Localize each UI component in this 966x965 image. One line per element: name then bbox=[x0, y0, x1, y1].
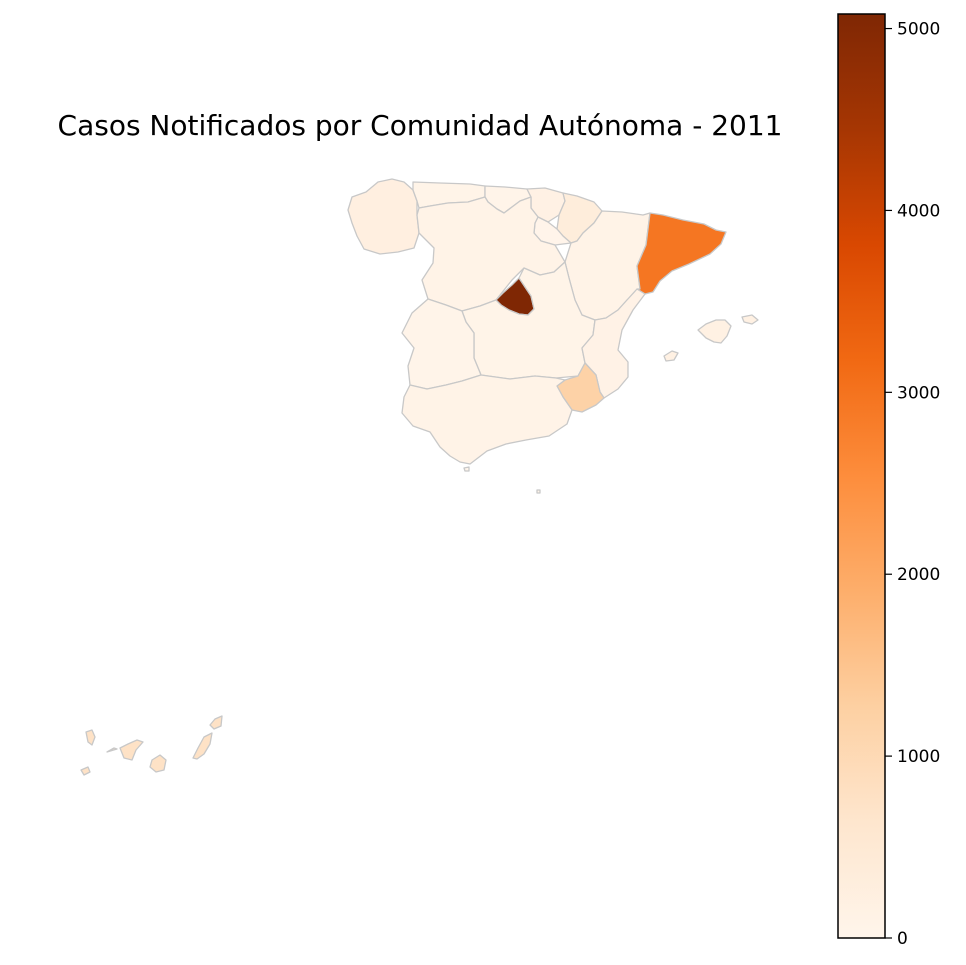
region-comunidad-valenciana[interactable] bbox=[581, 288, 646, 399]
regions-layer bbox=[80, 178, 759, 776]
region-melilla[interactable] bbox=[536, 489, 541, 494]
colorbar-tick-label: 4000 bbox=[897, 201, 940, 221]
colorbar-gradient bbox=[837, 13, 886, 939]
region-ceuta[interactable] bbox=[463, 466, 470, 472]
region-islas-baleares[interactable] bbox=[663, 314, 759, 362]
colorbar-tick-label: 2000 bbox=[897, 565, 940, 585]
map-title: Casos Notificados por Comunidad Autónoma… bbox=[58, 109, 783, 142]
colorbar-tick-label: 1000 bbox=[897, 747, 940, 767]
region-cataluna[interactable] bbox=[636, 212, 727, 295]
region-galicia[interactable] bbox=[347, 178, 420, 255]
region-murcia[interactable] bbox=[556, 362, 605, 413]
colorbar-tick-label: 5000 bbox=[897, 20, 940, 40]
colorbar: 0 1000 2000 3000 4000 5000 bbox=[837, 13, 940, 949]
region-castilla-y-leon[interactable] bbox=[416, 196, 566, 312]
region-islas-canarias[interactable] bbox=[80, 715, 223, 776]
colorbar-ticks: 0 1000 2000 3000 4000 5000 bbox=[885, 20, 940, 949]
region-andalucia[interactable] bbox=[401, 374, 573, 465]
colorbar-tick-label: 3000 bbox=[897, 383, 940, 403]
colorbar-tick-label: 0 bbox=[897, 929, 908, 949]
